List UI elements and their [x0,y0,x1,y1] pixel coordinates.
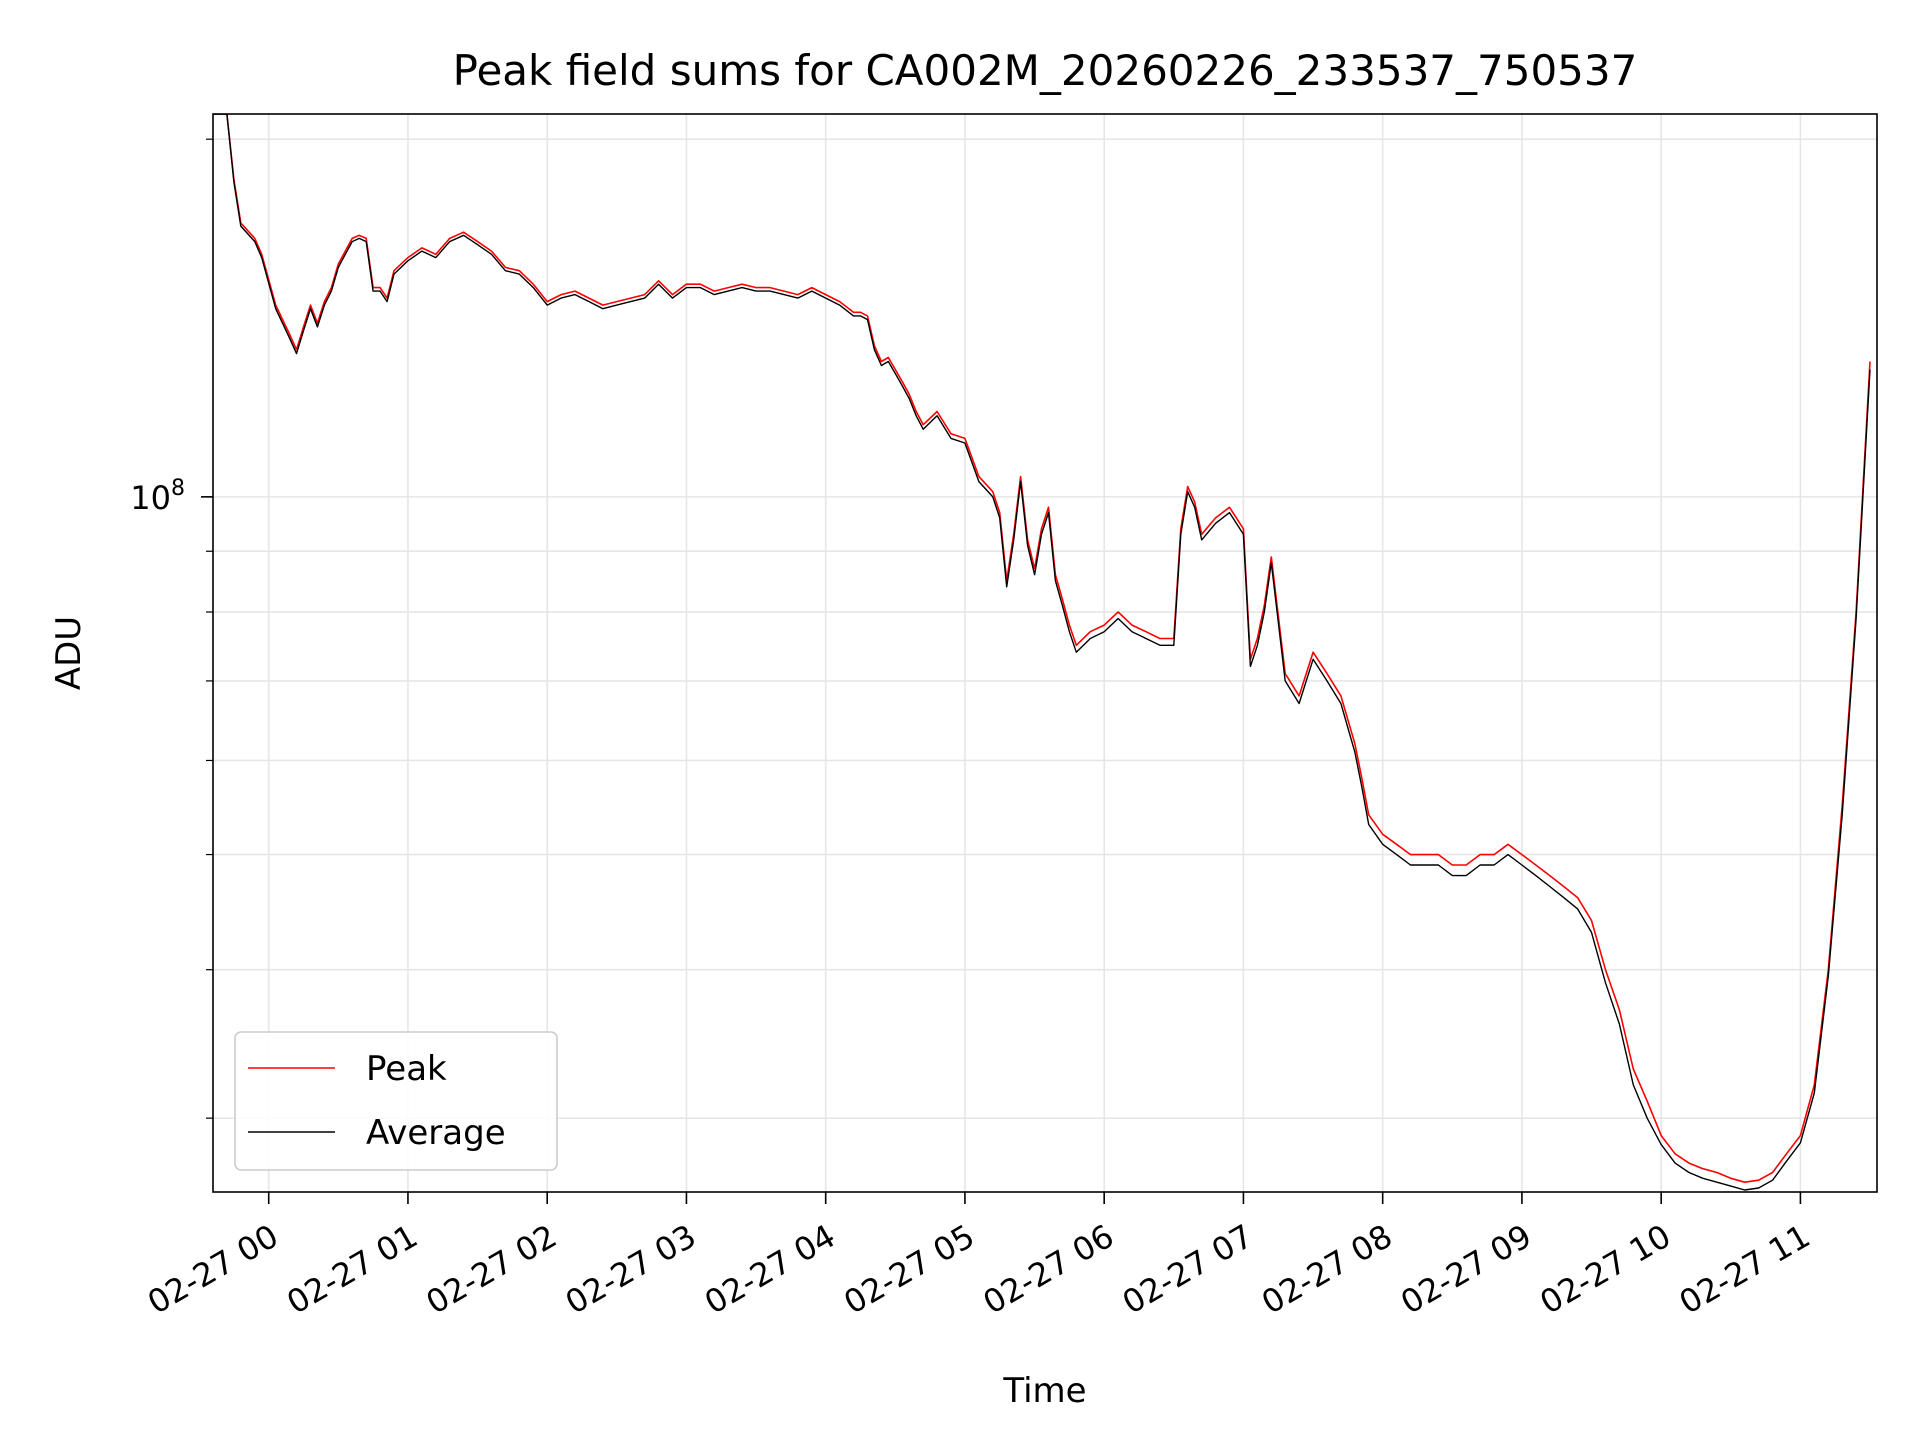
legend-label-peak: Peak [366,1049,447,1089]
grid [213,114,1877,1192]
legend: Peak Average [234,1031,558,1171]
plot-frame [212,113,1878,1193]
y-tick-label-base: 10 [130,479,171,517]
y-axis: 108 [130,138,213,1119]
y-axis-label: ADU [49,616,89,690]
legend-label-average: Average [366,1113,506,1153]
series-layer [213,114,1871,1191]
chart-title: Peak field sums for CA002M_20260226_2335… [453,46,1638,95]
legend-box [234,1031,558,1171]
series-line-average [213,114,1871,1191]
y-tick-label: 108 [130,476,185,517]
x-axis-label: Time [1002,1371,1086,1411]
y-tick-label-exponent: 8 [171,476,185,501]
